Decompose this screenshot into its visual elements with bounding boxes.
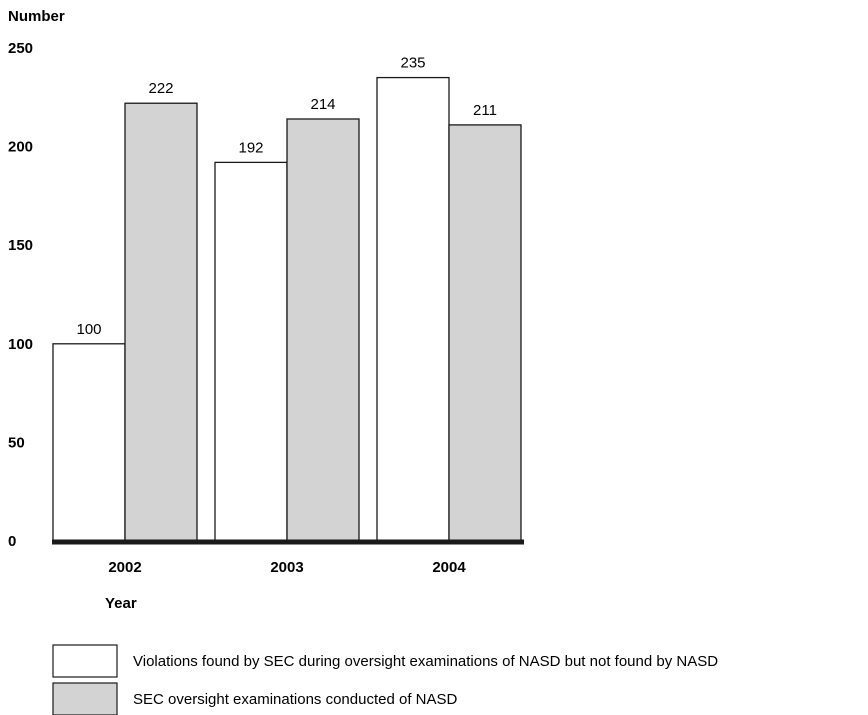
data-label: 192 [238,139,263,156]
bar-2004-series-2 [448,124,522,542]
x-category-label: 2004 [432,559,466,576]
data-labels: 100 222 192 214 235 211 [76,55,496,338]
y-tick-label: 50 [8,434,25,451]
legend: Violations found by SEC during oversight… [52,644,718,715]
y-axis-title: Number [8,8,65,25]
data-label: 214 [310,96,335,113]
bar-2004-series-1 [376,76,450,542]
bar-2002-series-1 [52,343,126,542]
y-tick-label: 150 [8,237,33,254]
y-tick-label: 100 [8,336,33,353]
bar-2002-series-2 [124,102,198,542]
x-category-label: 2003 [270,559,303,576]
bar-2003-series-1 [214,161,288,542]
legend-swatch-2 [52,682,118,715]
x-axis-categories: 2002 2003 2004 [108,559,466,576]
y-tick-label: 200 [8,139,33,156]
x-category-label: 2002 [108,559,141,576]
legend-swatch-1 [52,644,118,678]
y-axis-ticks: 0 50 100 150 200 250 [8,40,33,550]
data-label: 211 [473,102,497,119]
data-label: 235 [400,55,425,72]
legend-label-1: Violations found by SEC during oversight… [133,653,718,670]
legend-label-2: SEC oversight examinations conducted of … [133,691,457,708]
data-label: 222 [148,80,173,97]
y-tick-label: 250 [8,40,33,57]
data-label: 100 [76,321,101,338]
bar-2003-series-2 [286,118,360,542]
bars [52,76,522,542]
x-axis-title: Year [105,595,137,612]
y-tick-label: 0 [8,533,16,550]
